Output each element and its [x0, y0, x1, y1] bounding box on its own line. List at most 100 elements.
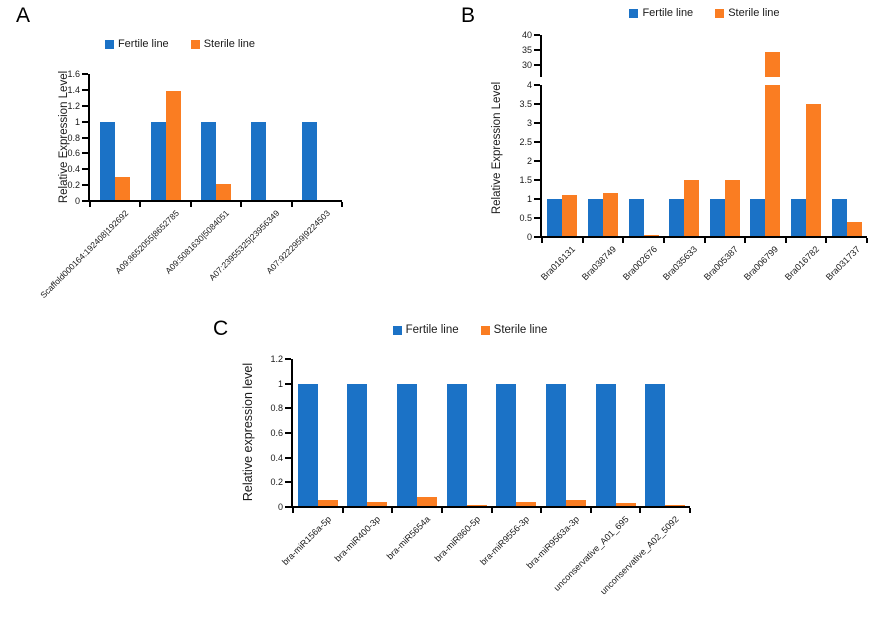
bar-sterile-Bra006799: [765, 51, 781, 77]
y-tick-mark: [285, 382, 291, 385]
y-tick-mark: [534, 103, 540, 105]
bar-fertile-Bra016782: [791, 199, 807, 237]
legend-item-fertile: Fertile line: [629, 7, 693, 19]
y-tick-label: 3: [526, 118, 532, 128]
y-tick-label: 1: [277, 378, 283, 389]
y-tick-label: 0.4: [270, 452, 283, 463]
y-tick-label: 0.6: [270, 428, 283, 438]
bar-sterile-Bra016131: [562, 195, 578, 237]
y-tick-label: 0.8: [270, 403, 283, 414]
x-axis-line: [540, 236, 867, 238]
y-tick-mark: [285, 506, 291, 508]
y-tick-label: 2.5: [519, 137, 532, 147]
x-category-label: bra-miR860-5p: [432, 514, 482, 564]
bar-sterile-bra-miR5654a: [417, 497, 438, 507]
x-tick-mark: [391, 508, 394, 513]
bar-sterile-Bra006799: [765, 85, 781, 237]
x-tick-mark: [240, 202, 243, 207]
y-tick-mark: [534, 64, 540, 66]
bar-sterile-Bra038749: [602, 193, 618, 237]
bar-fertile-A09:8652055|8652785: [150, 121, 166, 201]
y-tick-mark: [534, 198, 540, 200]
panel-label-c: C: [213, 317, 229, 340]
y-tick-label: 0.8: [67, 132, 80, 143]
y-tick-label: 0.2: [270, 477, 283, 488]
y-tick-mark: [82, 152, 88, 155]
y-tick-mark: [285, 432, 291, 434]
y-tick-label: 35: [521, 45, 532, 55]
x-tick-mark: [689, 508, 691, 513]
x-tick-mark: [490, 508, 493, 513]
x-category-label: bra-miR156a-5p: [279, 514, 333, 568]
chart-a-plot-area: 0 0.2 0.4 0.6 0.8 1 1.2 1.4 1.6 Scaffold000164:19…: [38, 69, 343, 300]
y-tick-label: 0: [526, 232, 532, 242]
bar-sterile-bra-miR9556-3p: [516, 502, 537, 507]
bar-sterile-unconservative_A01_695: [615, 503, 636, 507]
x-tick-mark: [744, 238, 747, 243]
y-tick-mark: [82, 136, 88, 139]
panel-label-b: B: [461, 4, 476, 27]
x-tick-mark: [89, 202, 91, 207]
y-tick-label: 0: [74, 196, 80, 206]
y-tick-mark: [82, 120, 88, 123]
y-tick-label: 1.6: [67, 69, 80, 79]
legend-item-fertile: Fertile line: [104, 38, 169, 50]
bar-sterile-bra-miR9563a-3p: [565, 499, 586, 507]
y-tick-label: 1.2: [270, 354, 283, 364]
x-tick-mark: [825, 238, 828, 243]
y-tick-mark: [534, 179, 540, 181]
legend-label-sterile: Sterile line: [728, 7, 780, 19]
bar-fertile-Bra016131: [547, 199, 563, 237]
y-tick-label: 4: [526, 80, 532, 90]
y-tick-label: 1.2: [67, 100, 80, 111]
legend-label-sterile: Sterile line: [493, 324, 548, 336]
chart-b-plot-area: 0 0.5 1 1.5 2 2.5 3 3.5 4 Bra016131 Bra038749 Bra00…: [519, 30, 868, 282]
panel-label-a: A: [16, 4, 31, 27]
bar-fertile-Bra002676: [628, 199, 644, 237]
bar-sterile-bra-miR860-5p: [466, 504, 487, 507]
x-tick-mark: [139, 202, 142, 207]
y-tick-label: 0.2: [67, 180, 80, 191]
legend-label-sterile: Sterile line: [203, 38, 256, 50]
sterile-swatch-icon: [480, 325, 490, 335]
x-tick-mark: [866, 238, 868, 243]
y-tick-mark: [82, 88, 88, 91]
bar-sterile-A09:5081630|5084051: [216, 183, 231, 201]
y-tick-mark: [534, 34, 540, 36]
bar-fertile-bra-miR156a-5p: [297, 383, 318, 507]
fertile-swatch-icon: [629, 8, 639, 18]
bar-sterile-bra-miR400-3p: [367, 502, 388, 507]
y-tick-label: 0.5: [519, 213, 532, 223]
legend-label-fertile: Fertile line: [642, 7, 694, 19]
y-tick-label: 40: [521, 30, 532, 40]
y-tick-mark: [534, 49, 540, 51]
y-axis-line: [540, 85, 542, 237]
bar-fertile-Bra038749: [587, 199, 603, 237]
bar-fertile-Bra035633: [669, 199, 685, 237]
bar-sterile-Bra031737: [846, 221, 862, 237]
bar-fertile-bra-miR9556-3p: [496, 383, 517, 507]
bar-sterile-Bra016782: [806, 104, 822, 237]
x-category-label: bra-miR400-3p: [332, 514, 383, 564]
bar-fertile-Scaffold000164:192408|192692: [100, 121, 116, 201]
y-tick-label: 1.4: [67, 84, 80, 95]
y-tick-mark: [82, 168, 88, 171]
x-tick-mark: [622, 238, 625, 243]
bar-fertile-unconservative_A02_5092: [645, 383, 666, 507]
x-tick-mark: [440, 508, 443, 513]
y-tick-label: 1: [74, 116, 80, 127]
x-tick-mark: [541, 238, 543, 243]
y-axis-line: [291, 359, 293, 507]
bar-sterile-Bra035633: [684, 180, 700, 237]
bar-fertile-A07:23955325|23956349: [251, 121, 267, 201]
y-tick-mark: [534, 236, 540, 238]
x-tick-mark: [341, 508, 344, 513]
y-axis-line: [540, 35, 542, 77]
y-tick-mark: [82, 104, 88, 107]
bar-fertile-bra-miR5654a: [397, 383, 418, 507]
y-tick-mark: [534, 141, 540, 143]
sterile-swatch-icon: [715, 8, 725, 18]
legend-item-fertile: Fertile line: [392, 324, 459, 336]
y-tick-label: 3.5: [519, 99, 532, 109]
